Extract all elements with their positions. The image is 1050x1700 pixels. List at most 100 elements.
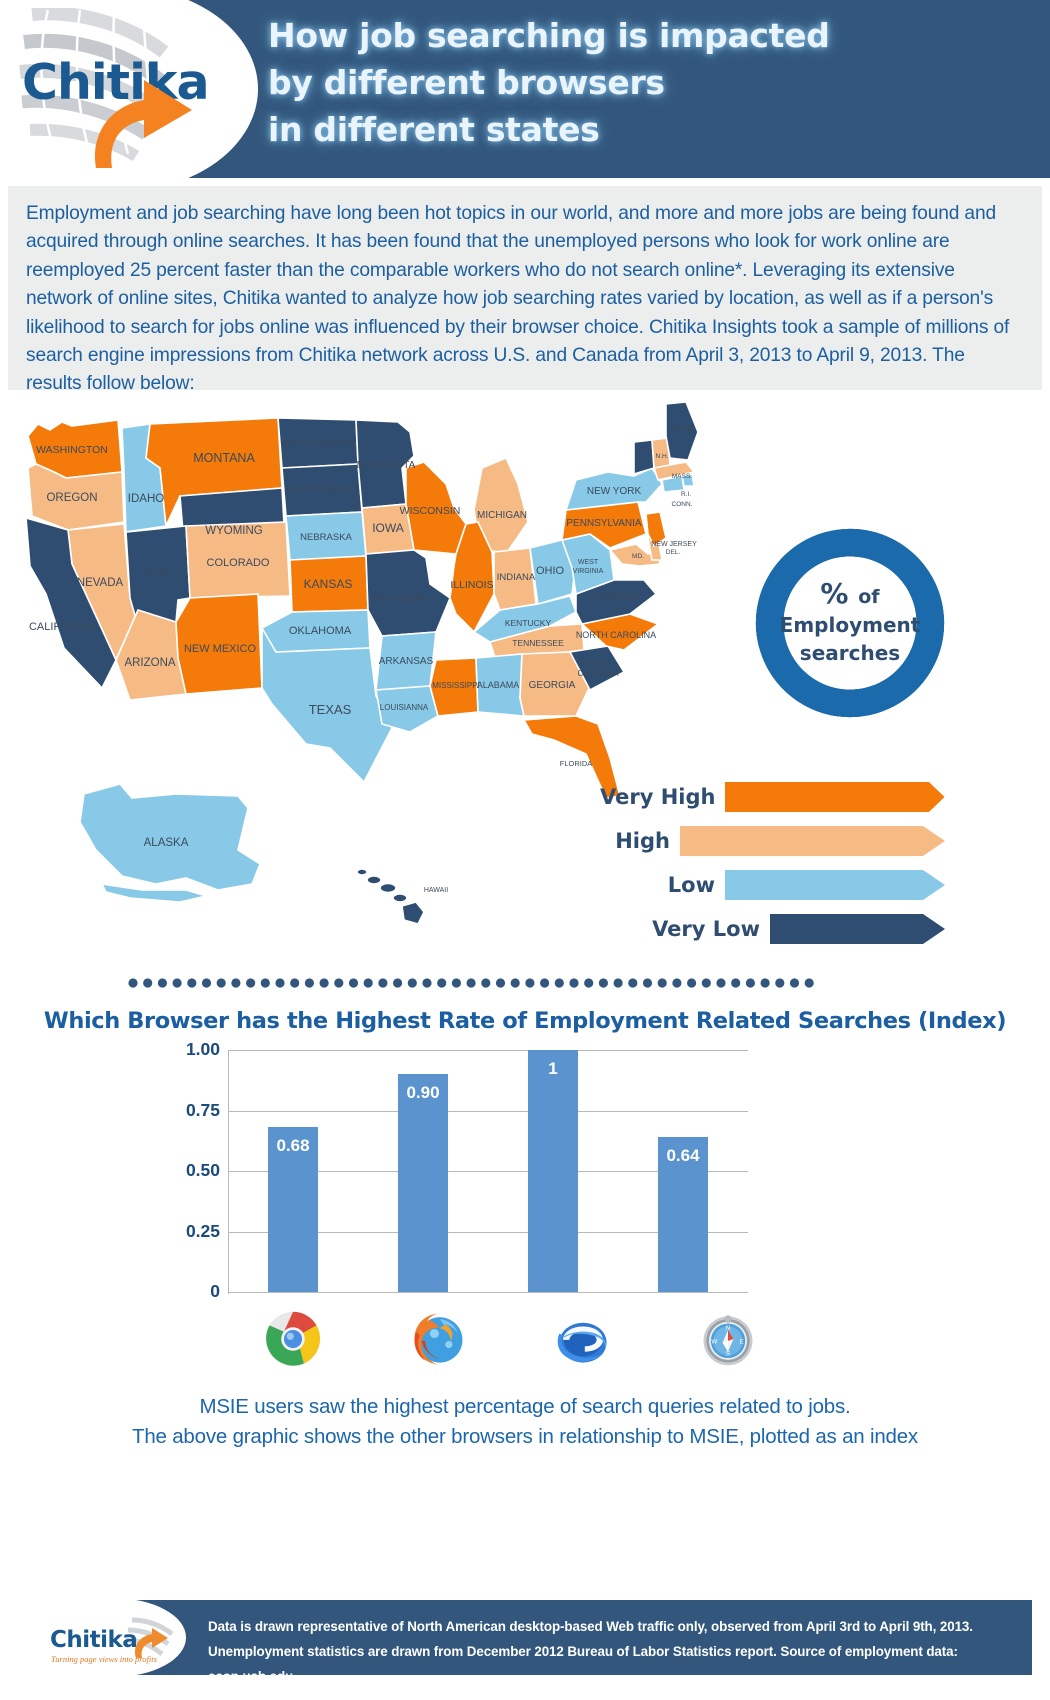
footer-logo-wordmark: Chitika bbox=[50, 1627, 138, 1653]
footer-background bbox=[18, 1600, 1032, 1675]
label-delaware: DEL. bbox=[666, 549, 681, 556]
title-line-2: by different browsers bbox=[268, 63, 665, 102]
legend-row-low[interactable]: Low bbox=[600, 866, 945, 904]
caption-line-2: The above graphic shows the other browse… bbox=[132, 1425, 918, 1448]
label-massachusetts: MASS. bbox=[672, 473, 692, 480]
bar-firefox bbox=[398, 1074, 448, 1292]
map-state-labels: WASHINGTON OREGON IDAHO MONTANA WYOMING … bbox=[29, 423, 697, 894]
label-newmexico: NEW MEXICO bbox=[184, 643, 257, 655]
map-section: WASHINGTON OREGON IDAHO MONTANA WYOMING … bbox=[0, 398, 1050, 1008]
state-mississippi bbox=[429, 657, 479, 717]
label-louisianna: LOUISIANNA bbox=[380, 703, 429, 712]
label-maine: MAINE bbox=[670, 423, 694, 432]
footer-chitika-logo: Chitika Turning page views into profits bbox=[32, 1614, 182, 1664]
caption-line-1: MSIE users saw the highest percentage of… bbox=[199, 1395, 851, 1418]
gridline bbox=[228, 1050, 748, 1051]
bar-chrome bbox=[268, 1127, 318, 1292]
label-rhodeisland: R.I. bbox=[681, 491, 691, 498]
label-kansas: KANSAS bbox=[304, 577, 353, 591]
donut-percent-symbol: % bbox=[820, 576, 849, 610]
state-texas bbox=[261, 625, 393, 784]
us-map: WASHINGTON OREGON IDAHO MONTANA WYOMING … bbox=[25, 401, 699, 925]
label-idaho: IDAHO bbox=[128, 493, 164, 505]
title-line-1: How job searching is impacted bbox=[268, 16, 830, 55]
label-westvirginia-2: VIRGINIA bbox=[573, 568, 604, 575]
label-connecticut: CONN. bbox=[672, 501, 693, 508]
state-alaska-aleutians bbox=[100, 882, 210, 903]
state-newjersey bbox=[645, 511, 667, 548]
label-florida: FLORIDA bbox=[560, 759, 593, 768]
donut-center-label: % of Employment searches bbox=[752, 525, 948, 721]
label-texas: TEXAS bbox=[309, 702, 352, 717]
donut-chart bbox=[755, 528, 945, 718]
label-maryland: MD. bbox=[632, 553, 644, 560]
legend-label-high: High bbox=[615, 829, 670, 853]
label-northcarolina: NORTH CAROLINA bbox=[576, 630, 656, 640]
state-california bbox=[25, 516, 117, 690]
state-alaska bbox=[79, 783, 261, 891]
chart-title: Which Browser has the Highest Rate of Em… bbox=[43, 1008, 1007, 1034]
map-legend: Very High High Low Very Low bbox=[600, 778, 945, 954]
footer-line-1: Data is drawn representative of North Am… bbox=[208, 1619, 973, 1634]
donut-percent-line: % of bbox=[820, 576, 880, 611]
title-line-3: in different states bbox=[268, 110, 600, 149]
svg-text:W: W bbox=[711, 1339, 717, 1346]
legend-label-very-low: Very Low bbox=[652, 917, 760, 941]
label-washington: WASHINGTON bbox=[36, 444, 108, 456]
label-virginia: VIRGINIA bbox=[594, 592, 638, 603]
label-kentucky: KENTUCKY bbox=[505, 618, 552, 628]
state-vermont bbox=[633, 439, 655, 476]
state-maine bbox=[665, 401, 699, 461]
label-pennsylvania: PENNSYLVANIA bbox=[566, 518, 642, 529]
label-westvirginia-1: WEST bbox=[578, 559, 599, 566]
label-mississippi: MISSISSIPPI bbox=[432, 681, 480, 690]
y-tick-label: 0 bbox=[210, 1281, 220, 1301]
label-minnesota: MINNESOTA bbox=[357, 460, 416, 471]
label-indiana: INDIANA bbox=[497, 572, 536, 583]
state-illinois bbox=[449, 521, 495, 634]
bar-value-label: 0.90 bbox=[406, 1083, 440, 1103]
firefox-icon bbox=[414, 1313, 463, 1365]
label-illinois: ILLINOIS bbox=[450, 579, 493, 591]
dotted-divider bbox=[128, 978, 814, 988]
state-massachusetts bbox=[652, 461, 696, 481]
label-newyork: NEW YORK bbox=[587, 486, 642, 497]
y-tick-label: 1.00 bbox=[185, 1039, 220, 1059]
legend-row-very-high[interactable]: Very High bbox=[600, 778, 945, 816]
state-michigan bbox=[473, 456, 529, 555]
label-nebraska: NEBRASKA bbox=[300, 532, 352, 543]
orange-arrow-icon bbox=[94, 80, 192, 168]
state-connecticut bbox=[661, 475, 685, 493]
y-tick-label: 0.75 bbox=[185, 1099, 220, 1120]
legend-row-very-low[interactable]: Very Low bbox=[600, 910, 945, 948]
page-title: How job searching is impacted by differe… bbox=[268, 12, 1038, 153]
label-alabama: ALABAMA bbox=[477, 680, 520, 690]
donut-of-word: of bbox=[858, 585, 880, 608]
label-georgia: GEORGIA bbox=[529, 680, 576, 691]
label-iowa: IOWA bbox=[372, 521, 404, 535]
state-oregon bbox=[27, 463, 125, 531]
chitika-logo: Chitika bbox=[8, 6, 240, 172]
safari-icon: N S E W bbox=[703, 1315, 753, 1366]
label-missouri: MISSOURI bbox=[374, 593, 426, 605]
state-florida bbox=[522, 715, 622, 799]
footer-bar: Chitika Turning page views into profits … bbox=[16, 1598, 1032, 1684]
bar-value-label: 0.64 bbox=[666, 1146, 700, 1166]
bar-value-label: 1 bbox=[548, 1059, 558, 1078]
svg-text:N: N bbox=[726, 1325, 731, 1332]
legend-swatch-high bbox=[680, 826, 945, 856]
header-banner: Chitika How job searching is impacted by… bbox=[0, 0, 1050, 178]
label-newjersey: NEW JERSEY bbox=[651, 541, 697, 548]
y-tick-label: 0.50 bbox=[185, 1160, 220, 1180]
label-arizona: ARIZONA bbox=[124, 657, 175, 669]
state-virginia bbox=[575, 579, 658, 625]
legend-row-high[interactable]: High bbox=[600, 822, 945, 860]
bar-value-label: 0.68 bbox=[276, 1136, 310, 1156]
intro-panel: Employment and job searching have long b… bbox=[8, 186, 1042, 394]
chrome-icon bbox=[265, 1311, 321, 1367]
label-michigan: MICHIGAN bbox=[477, 510, 527, 521]
label-wyoming: WYOMING bbox=[205, 525, 263, 537]
svg-text:S: S bbox=[726, 1350, 730, 1357]
label-arkansas: ARKANSAS bbox=[379, 656, 434, 667]
